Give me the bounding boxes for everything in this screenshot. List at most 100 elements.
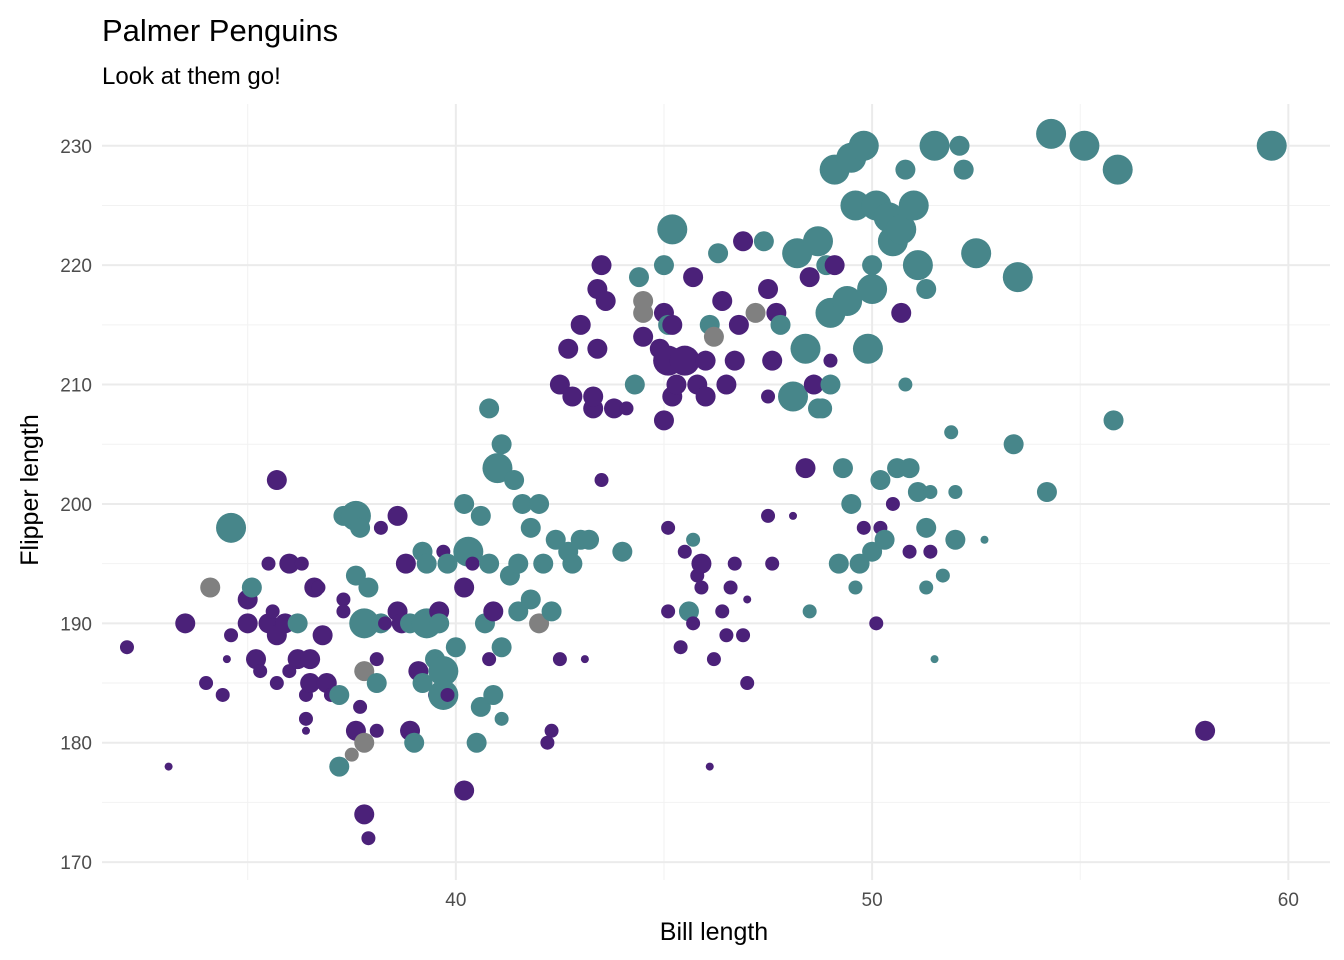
data-point	[765, 556, 780, 571]
data-point	[1069, 130, 1100, 161]
data-point	[580, 655, 589, 664]
data-point	[404, 732, 425, 753]
data-point	[758, 279, 779, 300]
data-point	[849, 553, 870, 574]
data-point	[745, 302, 766, 323]
data-point	[944, 425, 959, 440]
data-point	[719, 628, 734, 643]
data-point	[862, 541, 883, 562]
data-point	[300, 649, 321, 670]
data-point	[848, 130, 879, 161]
data-point	[294, 556, 309, 571]
data-point	[387, 505, 408, 526]
data-point	[1036, 118, 1067, 149]
data-point	[594, 473, 609, 488]
data-point	[945, 529, 966, 550]
data-point	[812, 398, 833, 419]
data-point	[886, 214, 917, 245]
data-point	[930, 655, 939, 664]
data-point	[727, 556, 742, 571]
data-point	[579, 529, 600, 550]
data-point	[669, 345, 700, 376]
data-point	[266, 470, 287, 491]
data-point	[715, 604, 730, 619]
data-point	[533, 553, 554, 574]
data-point	[558, 338, 579, 359]
data-point	[253, 664, 268, 679]
data-point	[437, 553, 458, 574]
data-point	[935, 568, 950, 583]
data-point	[686, 616, 701, 631]
data-point	[1002, 262, 1033, 293]
data-point	[624, 374, 645, 395]
data-point	[902, 250, 933, 281]
data-point	[885, 496, 900, 511]
data-point	[416, 553, 437, 574]
data-point	[677, 544, 692, 559]
data-point	[916, 517, 937, 538]
data-point	[587, 338, 608, 359]
y-tick-label: 180	[60, 734, 92, 755]
data-point	[898, 190, 929, 221]
data-point	[743, 595, 752, 604]
data-point	[354, 732, 375, 753]
data-point	[222, 655, 231, 664]
data-point	[848, 580, 863, 595]
data-point	[336, 604, 351, 619]
data-point	[520, 589, 541, 610]
axis-ticks: 40 50 60 170 180 190 200 210 220 230	[60, 137, 1299, 911]
x-axis-title: Bill length	[660, 918, 768, 946]
data-point	[119, 640, 134, 655]
data-point	[454, 780, 475, 801]
data-point	[919, 580, 934, 595]
data-point	[329, 756, 350, 777]
data-point	[454, 493, 475, 514]
data-point	[1102, 154, 1133, 185]
data-point	[870, 470, 891, 491]
data-point	[491, 434, 512, 455]
data-point	[869, 616, 884, 631]
data-point	[482, 652, 497, 667]
data-point	[705, 762, 714, 771]
data-point	[483, 684, 504, 705]
data-point	[1256, 130, 1287, 161]
data-point	[686, 532, 701, 547]
data-point	[762, 350, 783, 371]
data-point	[828, 553, 849, 574]
data-point	[466, 732, 487, 753]
data-point	[494, 711, 509, 726]
data-point	[953, 159, 974, 180]
data-point	[633, 326, 654, 347]
data-point	[703, 326, 724, 347]
data-point	[919, 130, 950, 161]
data-point	[949, 135, 970, 156]
data-point	[778, 381, 809, 412]
grid	[102, 104, 1330, 880]
chart-title: Palmer Penguins	[102, 13, 338, 48]
data-point	[661, 604, 676, 619]
data-point	[301, 726, 310, 735]
data-point	[740, 676, 755, 691]
data-point	[544, 723, 559, 738]
data-point	[483, 601, 504, 622]
data-point	[549, 374, 570, 395]
data-point	[824, 255, 845, 276]
data-point	[562, 386, 583, 407]
data-point	[491, 637, 512, 658]
data-point	[298, 711, 313, 726]
x-tick-label: 60	[1278, 890, 1299, 911]
data-point	[215, 687, 230, 702]
data-point	[311, 580, 326, 595]
data-point	[961, 238, 992, 269]
data-point	[604, 398, 625, 419]
data-point	[789, 511, 798, 520]
data-point	[369, 652, 384, 667]
data-point	[358, 577, 379, 598]
data-point	[673, 640, 688, 655]
y-tick-label: 210	[60, 376, 92, 397]
data-point	[344, 747, 359, 762]
data-point	[175, 613, 196, 634]
data-point	[923, 544, 938, 559]
data-point	[354, 804, 375, 825]
data-point	[790, 333, 821, 364]
